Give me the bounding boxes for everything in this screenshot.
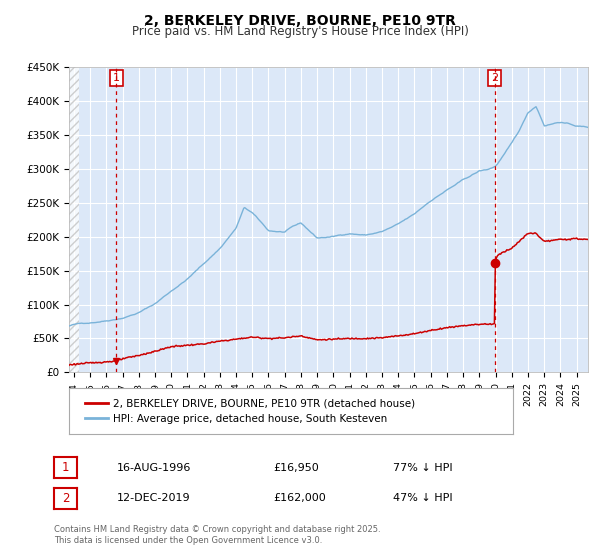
Text: £162,000: £162,000 [273, 493, 326, 503]
Text: 2: 2 [62, 492, 69, 505]
Text: Price paid vs. HM Land Registry's House Price Index (HPI): Price paid vs. HM Land Registry's House … [131, 25, 469, 38]
Text: 1: 1 [62, 461, 69, 474]
Text: £16,950: £16,950 [273, 463, 319, 473]
Text: 47% ↓ HPI: 47% ↓ HPI [393, 493, 452, 503]
Text: 77% ↓ HPI: 77% ↓ HPI [393, 463, 452, 473]
Legend: 2, BERKELEY DRIVE, BOURNE, PE10 9TR (detached house), HPI: Average price, detach: 2, BERKELEY DRIVE, BOURNE, PE10 9TR (det… [81, 394, 419, 428]
Text: Contains HM Land Registry data © Crown copyright and database right 2025.
This d: Contains HM Land Registry data © Crown c… [54, 525, 380, 545]
Text: 2, BERKELEY DRIVE, BOURNE, PE10 9TR: 2, BERKELEY DRIVE, BOURNE, PE10 9TR [144, 14, 456, 28]
Text: 16-AUG-1996: 16-AUG-1996 [117, 463, 191, 473]
Text: 12-DEC-2019: 12-DEC-2019 [117, 493, 191, 503]
Text: 2: 2 [491, 73, 499, 83]
Text: 1: 1 [113, 73, 120, 83]
